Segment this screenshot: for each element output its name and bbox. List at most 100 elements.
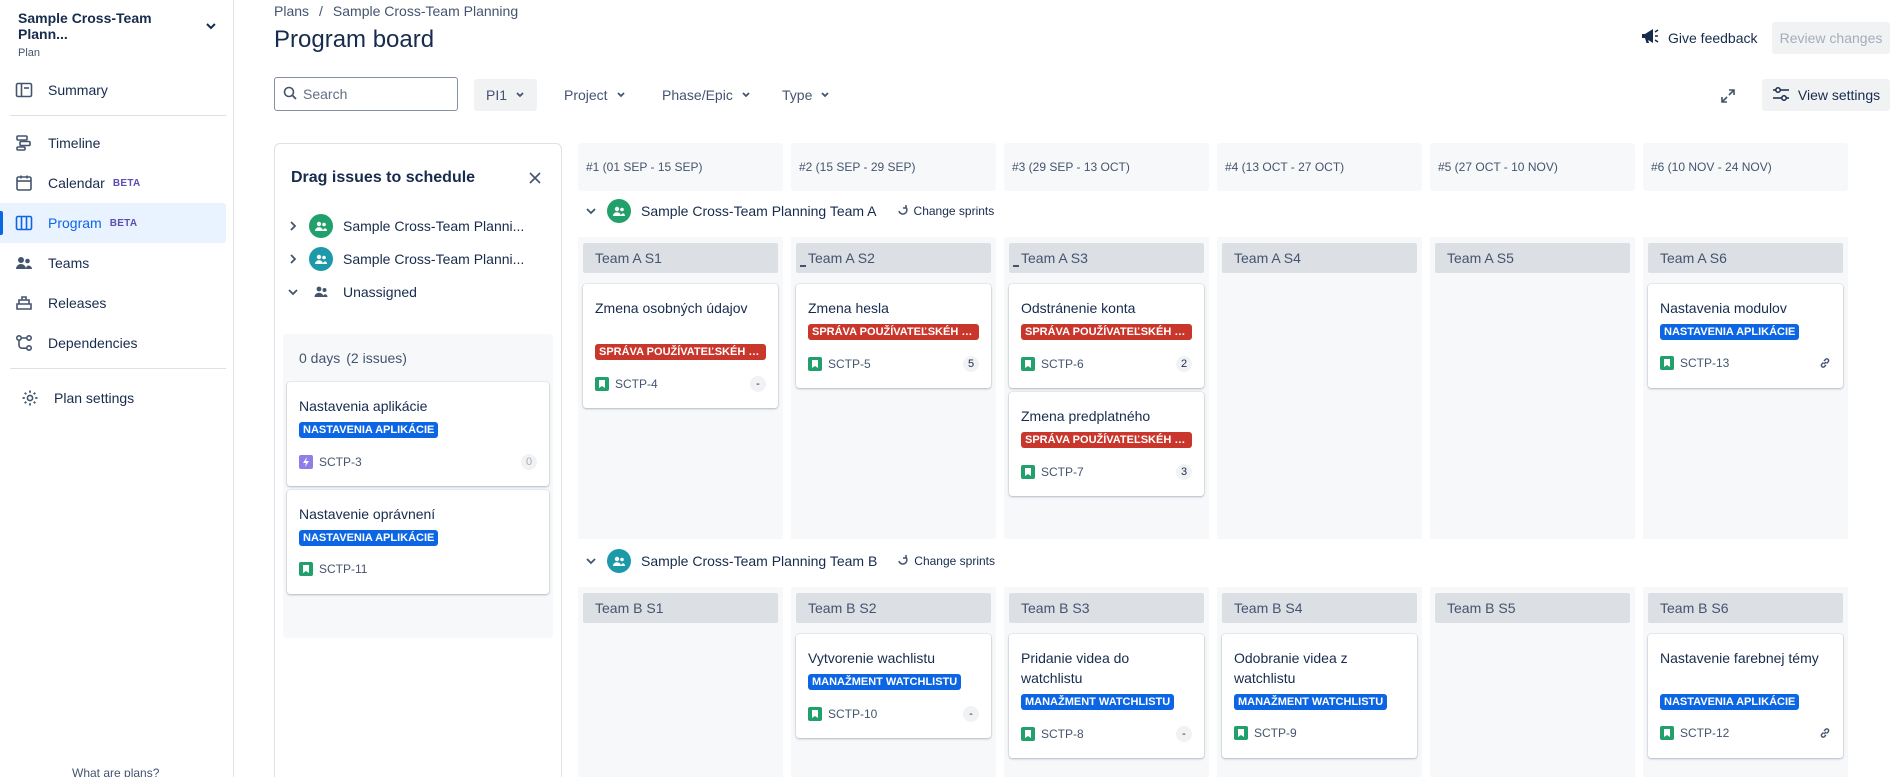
filter-phase-epic[interactable]: Phase/Epic bbox=[650, 79, 763, 111]
filter-project[interactable]: Project bbox=[552, 79, 638, 111]
issue-key[interactable]: SCTP-9 bbox=[1254, 726, 1297, 740]
sprint-header[interactable]: Team B S1 bbox=[583, 593, 778, 623]
estimate-badge: 3 bbox=[1176, 464, 1192, 480]
issue-title: Odobranie videa z watchlistu bbox=[1234, 650, 1348, 686]
search-input[interactable] bbox=[303, 86, 453, 102]
issue-card[interactable]: Nastavenie oprávnení NASTAVENIA APLIKÁCI… bbox=[287, 490, 549, 594]
issue-key[interactable]: SCTP-5 bbox=[828, 357, 871, 371]
issue-card[interactable]: Zmena hesla SPRÁVA POUŽÍVATEĽSKÉH KO... … bbox=[796, 284, 991, 388]
epic-type-icon bbox=[299, 455, 313, 469]
issue-key[interactable]: SCTP-12 bbox=[1680, 726, 1730, 740]
epic-lozenge: SPRÁVA POUŽÍVATEĽSKÉH KO... bbox=[1021, 432, 1192, 448]
breadcrumb-plans[interactable]: Plans bbox=[274, 3, 310, 19]
estimate-badge: 5 bbox=[963, 356, 979, 372]
sprint-column bbox=[1217, 237, 1422, 539]
panel-team-row[interactable]: Sample Cross-Team Planni... bbox=[285, 212, 555, 240]
issue-card[interactable]: Zmena osobných údajov SPRÁVA POUŽÍVATEĽS… bbox=[583, 284, 778, 408]
sidebar-item-calendar[interactable]: Calendar BETA bbox=[0, 163, 234, 203]
sync-icon bbox=[897, 204, 909, 219]
epic-lozenge: SPRÁVA POUŽÍVATEĽSKÉH KO... bbox=[808, 324, 979, 340]
filter-label: Type bbox=[782, 87, 813, 103]
sidebar-item-plan-settings[interactable]: Plan settings bbox=[0, 378, 234, 418]
sidebar-item-program[interactable]: Program BETA bbox=[0, 203, 226, 243]
issue-card[interactable]: Nastavenia modulov NASTAVENIA APLIKÁCIE … bbox=[1648, 284, 1843, 388]
days-label: 0 days bbox=[299, 350, 341, 366]
chevron-right-icon bbox=[285, 254, 301, 264]
review-changes-button[interactable]: Review changes bbox=[1772, 22, 1890, 54]
unassigned-issue-group: 0 days (2 issues) Nastavenia aplikácie NA… bbox=[283, 334, 553, 638]
change-sprints-button[interactable]: Change sprints bbox=[897, 554, 995, 569]
issue-key[interactable]: SCTP-10 bbox=[828, 707, 878, 721]
expand-icon[interactable] bbox=[1714, 82, 1742, 110]
issue-title: Nastavenie farebnej témy bbox=[1660, 650, 1819, 666]
beta-badge: BETA bbox=[112, 177, 141, 189]
story-type-icon bbox=[299, 562, 313, 576]
what-are-plans-link[interactable]: What are plans? bbox=[72, 766, 160, 777]
issue-card[interactable]: Nastavenie farebnej témy NASTAVENIA APLI… bbox=[1648, 634, 1843, 758]
change-sprints-button[interactable]: Change sprints bbox=[897, 204, 994, 219]
search-field[interactable] bbox=[274, 77, 458, 111]
issue-key[interactable]: SCTP-6 bbox=[1041, 357, 1084, 371]
sprint-header[interactable]: Team B S3 bbox=[1009, 593, 1204, 623]
filter-label: PI1 bbox=[486, 87, 508, 103]
issue-title: Zmena predplatného bbox=[1021, 408, 1151, 424]
program-board-icon bbox=[14, 213, 34, 233]
view-settings-label: View settings bbox=[1797, 87, 1881, 103]
issue-card[interactable]: Odobranie videa z watchlistu MANAŽMENT W… bbox=[1222, 634, 1417, 758]
panel-team-row[interactable]: Sample Cross-Team Planni... bbox=[285, 245, 555, 273]
sprint-marker bbox=[1013, 265, 1019, 267]
panel-unassigned-row[interactable]: Unassigned bbox=[285, 278, 555, 306]
filter-type[interactable]: Type bbox=[770, 79, 842, 111]
issue-card[interactable]: Zmena predplatného SPRÁVA POUŽÍVATEĽSKÉH… bbox=[1009, 392, 1204, 496]
issue-key[interactable]: SCTP-11 bbox=[319, 562, 368, 576]
story-type-icon bbox=[1660, 356, 1674, 370]
filter-label: Project bbox=[564, 87, 608, 103]
issue-key[interactable]: SCTP-4 bbox=[615, 377, 658, 391]
story-type-icon bbox=[808, 357, 822, 371]
chevron-right-icon bbox=[285, 221, 301, 231]
calendar-icon bbox=[14, 173, 34, 193]
team-a-row: Sample Cross-Team Planning Team A Change… bbox=[583, 197, 994, 225]
project-switcher[interactable]: Sample Cross-Team Plann... Plan bbox=[18, 10, 218, 59]
sprint-header[interactable]: Team A S3 bbox=[1009, 243, 1204, 273]
issue-card[interactable]: Odstránenie konta SPRÁVA POUŽÍVATEĽSKÉH … bbox=[1009, 284, 1204, 388]
sprint-header[interactable]: Team B S4 bbox=[1222, 593, 1417, 623]
issue-key[interactable]: SCTP-3 bbox=[319, 455, 362, 469]
link-icon[interactable] bbox=[1819, 357, 1831, 369]
sprint-header[interactable]: Team A S2 bbox=[796, 243, 991, 273]
sidebar-item-releases[interactable]: Releases bbox=[0, 283, 234, 323]
link-icon[interactable] bbox=[1819, 727, 1831, 739]
filter-pi[interactable]: PI1 bbox=[474, 79, 538, 111]
sprint-header[interactable]: Team A S5 bbox=[1435, 243, 1630, 273]
sidebar-item-label: Program bbox=[48, 215, 102, 231]
sprint-header[interactable]: Team A S1 bbox=[583, 243, 778, 273]
sprint-header[interactable]: Team B S5 bbox=[1435, 593, 1630, 623]
sidebar-item-summary[interactable]: Summary bbox=[0, 70, 234, 110]
sidebar-item-teams[interactable]: Teams bbox=[0, 243, 234, 283]
sprint-header[interactable]: Team A S6 bbox=[1648, 243, 1843, 273]
issue-card[interactable]: Vytvorenie wachlistu MANAŽMENT WATCHLIST… bbox=[796, 634, 991, 738]
team-avatar-icon bbox=[607, 199, 631, 223]
issue-card[interactable]: Pridanie videa do watchlistu MANAŽMENT W… bbox=[1009, 634, 1204, 758]
issue-key[interactable]: SCTP-8 bbox=[1041, 727, 1084, 741]
issue-key[interactable]: SCTP-7 bbox=[1041, 465, 1084, 479]
teams-icon bbox=[14, 253, 34, 273]
sidebar-item-timeline[interactable]: Timeline bbox=[0, 123, 234, 163]
unassigned-team-icon bbox=[309, 280, 333, 304]
give-feedback-button[interactable]: Give feedback bbox=[1640, 27, 1758, 48]
breadcrumb-plan[interactable]: Sample Cross-Team Planning bbox=[332, 3, 519, 19]
summary-icon bbox=[14, 80, 34, 100]
chevron-down-icon[interactable] bbox=[583, 557, 599, 565]
view-settings-button[interactable]: View settings bbox=[1762, 79, 1890, 111]
sprint-header[interactable]: Team B S2 bbox=[796, 593, 991, 623]
issue-key[interactable]: SCTP-13 bbox=[1680, 356, 1730, 370]
close-icon[interactable] bbox=[525, 168, 545, 188]
issue-card[interactable]: Nastavenia aplikácie NASTAVENIA APLIKÁCI… bbox=[287, 382, 549, 486]
sidebar-item-dependencies[interactable]: Dependencies bbox=[0, 323, 234, 363]
chevron-down-icon bbox=[820, 87, 830, 103]
sidebar-item-label: Releases bbox=[48, 295, 107, 311]
story-type-icon bbox=[1234, 726, 1248, 740]
chevron-down-icon[interactable] bbox=[583, 207, 599, 215]
sprint-header[interactable]: Team B S6 bbox=[1648, 593, 1843, 623]
sprint-header[interactable]: Team A S4 bbox=[1222, 243, 1417, 273]
